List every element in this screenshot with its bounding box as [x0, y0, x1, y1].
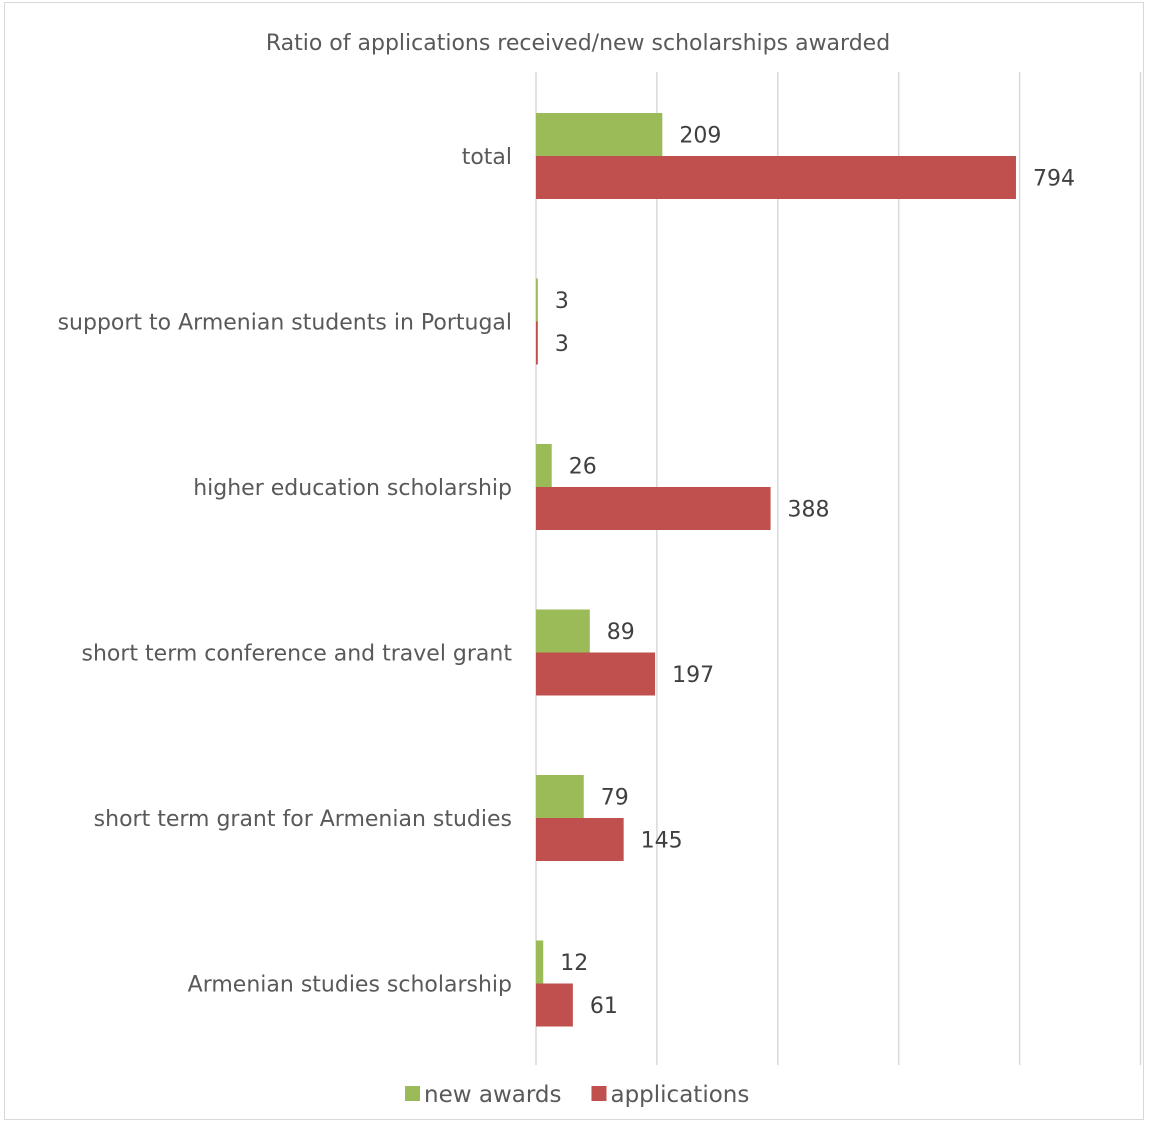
category-labels: total support to Armenian students in Por… [58, 145, 513, 998]
category-label: Armenian studies scholarship [188, 973, 512, 998]
bar-new-awards [536, 775, 584, 818]
legend-swatch-new-awards [405, 1086, 420, 1101]
category-label: total [462, 145, 512, 170]
bar-applications [536, 321, 538, 365]
category-label: short term grant for Armenian studies [94, 807, 512, 832]
bar-new-awards [536, 278, 538, 322]
category-label: higher education scholarship [193, 476, 512, 501]
data-label: 209 [679, 124, 721, 149]
bar-applications [536, 487, 771, 530]
bar-applications [536, 983, 573, 1027]
data-label: 12 [560, 951, 588, 976]
bar-applications [536, 818, 624, 861]
data-label: 197 [672, 663, 714, 688]
legend-label-applications: applications [610, 1082, 749, 1108]
bar-new-awards [536, 113, 663, 156]
data-label: 79 [601, 786, 629, 811]
data-label: 26 [569, 455, 597, 480]
bar-new-awards [536, 609, 590, 653]
category-label: support to Armenian students in Portugal [58, 311, 512, 336]
category-label: short term conference and travel grant [82, 642, 513, 667]
data-label: 388 [788, 498, 830, 523]
data-label: 89 [607, 620, 635, 645]
data-label: 3 [555, 289, 569, 314]
data-label: 3 [555, 332, 569, 357]
legend: new awards applications [405, 1082, 749, 1108]
legend-swatch-applications [591, 1086, 607, 1101]
bar-applications [536, 156, 1016, 199]
gridlines [535, 72, 1142, 1065]
bar-new-awards [536, 444, 552, 487]
bar-applications [536, 652, 656, 696]
bars [536, 113, 1016, 1027]
bar-new-awards [536, 940, 544, 984]
chart-title: Ratio of applications received/new schol… [266, 31, 890, 56]
data-label: 61 [590, 994, 618, 1019]
data-label: 145 [641, 829, 683, 854]
data-label: 794 [1033, 167, 1075, 192]
legend-label-new-awards: new awards [424, 1082, 561, 1108]
